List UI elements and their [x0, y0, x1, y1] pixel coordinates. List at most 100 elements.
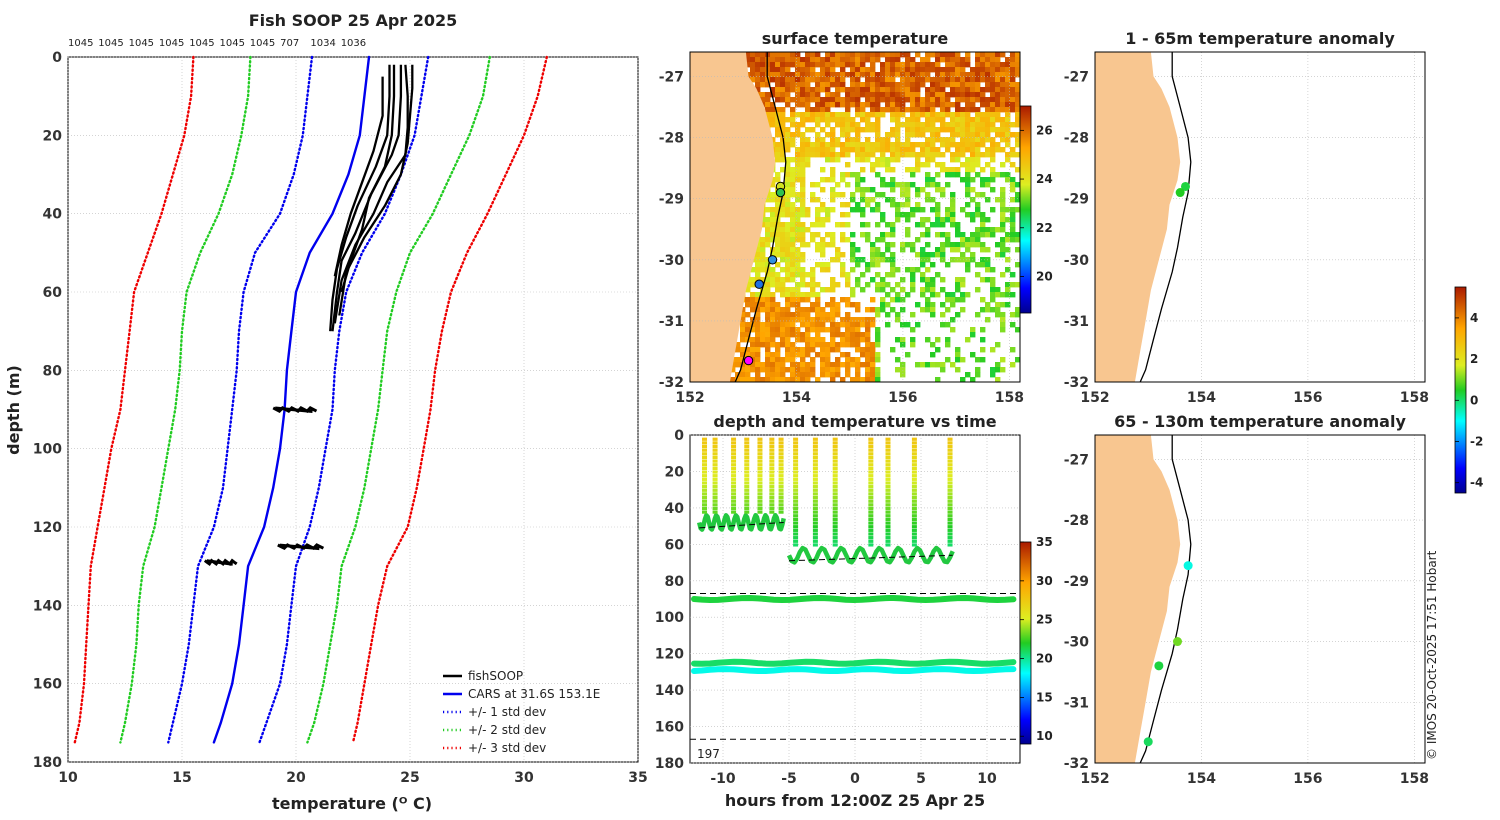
- sst-cell: [745, 282, 751, 288]
- dt-excursion-segment: [712, 492, 718, 496]
- sst-cell: [805, 77, 811, 83]
- sst-cell: [890, 202, 896, 208]
- dt-excursion-segment: [832, 510, 838, 514]
- dt-excursion-segment: [885, 459, 891, 463]
- dt-excursion-segment: [702, 452, 708, 456]
- sst-cell: [770, 362, 776, 368]
- sst-cell: [795, 372, 801, 378]
- dt-excursion-segment: [702, 499, 708, 503]
- dt-excursion-segment: [911, 536, 917, 540]
- sst-cell: [960, 127, 966, 133]
- sst-cell: [735, 342, 741, 348]
- sst-cell: [850, 337, 856, 343]
- dt-excursion-segment: [778, 448, 784, 452]
- map-lat-tick-label: -32: [1064, 756, 1089, 772]
- sst-cell: [835, 282, 841, 288]
- sst-cell: [960, 292, 966, 298]
- sst-cell: [785, 252, 791, 258]
- sst-cell: [755, 82, 761, 88]
- sst-cell: [895, 87, 901, 93]
- sst-cell: [980, 102, 986, 108]
- sst-cell: [770, 292, 776, 298]
- sst-cell: [840, 222, 846, 228]
- sst-cell: [910, 242, 916, 248]
- sst-cell: [780, 362, 786, 368]
- sst-cell: [780, 147, 786, 153]
- sst-cell: [875, 222, 881, 228]
- sst-cell: [935, 117, 941, 123]
- sst-cell: [870, 122, 876, 128]
- sst-cell: [765, 232, 771, 238]
- sst-cell: [830, 112, 836, 118]
- sst-cell: [775, 62, 781, 68]
- sst-cell: [745, 352, 751, 358]
- dt-excursion-segment: [757, 492, 763, 496]
- sst-cell: [920, 292, 926, 298]
- sst-cell: [875, 337, 881, 343]
- dt-excursion-segment: [911, 437, 917, 441]
- sst-cell: [845, 62, 851, 68]
- sst-cell: [780, 317, 786, 323]
- sst-cell: [745, 327, 751, 333]
- sst-cell: [960, 92, 966, 98]
- sst-cell: [845, 52, 851, 58]
- sst-cell: [870, 277, 876, 283]
- sst-cell: [1000, 317, 1006, 323]
- dt-excursion-segment: [793, 506, 799, 511]
- dt-bottom-series: [691, 658, 1017, 667]
- sst-cell: [750, 297, 756, 303]
- sst-cell: [905, 182, 911, 188]
- sst-cell: [760, 237, 766, 243]
- sst-cell: [865, 122, 871, 128]
- sst-cell: [750, 347, 756, 353]
- sst-cell: [955, 227, 961, 233]
- sst-cell: [815, 242, 821, 248]
- sst-cell: [850, 142, 856, 148]
- sst-cell: [740, 362, 746, 368]
- sst-cell: [925, 112, 931, 118]
- sst-cell: [1000, 302, 1006, 308]
- sst-cell: [770, 197, 776, 203]
- dt-excursion-segment: [832, 470, 838, 474]
- sst-cell: [820, 317, 826, 323]
- dt-excursion-segment: [885, 532, 891, 536]
- dt-excursion-segment: [832, 517, 838, 522]
- sst-cell: [945, 57, 951, 63]
- sst-cell: [995, 57, 1001, 63]
- sst-cell: [930, 277, 936, 283]
- dt-colorbar-tick-label: 15: [1036, 690, 1053, 704]
- sst-cell: [990, 372, 996, 378]
- sst-cell: [930, 62, 936, 68]
- sst-cell: [805, 102, 811, 108]
- sst-cell: [830, 97, 836, 103]
- sst-cell: [865, 57, 871, 63]
- legend-label: fishSOOP: [468, 669, 523, 683]
- sst-cell: [835, 157, 841, 163]
- sst-cell: [925, 157, 931, 163]
- sst-cell: [750, 52, 756, 58]
- sst-cell: [760, 52, 766, 58]
- sst-cell: [775, 252, 781, 258]
- sst-cell: [805, 82, 811, 88]
- sst-cell: [785, 97, 791, 103]
- sst-cell: [1010, 162, 1016, 168]
- sst-cell: [770, 327, 776, 333]
- sst-cell: [790, 217, 796, 223]
- dt-excursion-segment: [911, 495, 917, 500]
- dt-surface-excursion: [947, 437, 953, 547]
- dt-excursion-segment: [812, 517, 818, 522]
- sst-cell: [845, 107, 851, 113]
- sst-cell: [850, 102, 856, 108]
- sst-cell: [770, 72, 776, 78]
- sst-cell: [895, 132, 901, 138]
- dt-excursion-segment: [757, 441, 763, 445]
- sst-cell: [955, 107, 961, 113]
- sst-cell: [890, 102, 896, 108]
- sst-cell: [760, 82, 766, 88]
- sst-cell: [855, 347, 861, 353]
- anomaly-map-deep-panel: 65 - 130m temperature anomaly 152 154 156 1…: [1064, 286, 1483, 787]
- sst-cell: [805, 127, 811, 133]
- dt-excursion-segment: [702, 459, 708, 463]
- sst-cell: [1000, 322, 1006, 328]
- sst-cell: [905, 82, 911, 88]
